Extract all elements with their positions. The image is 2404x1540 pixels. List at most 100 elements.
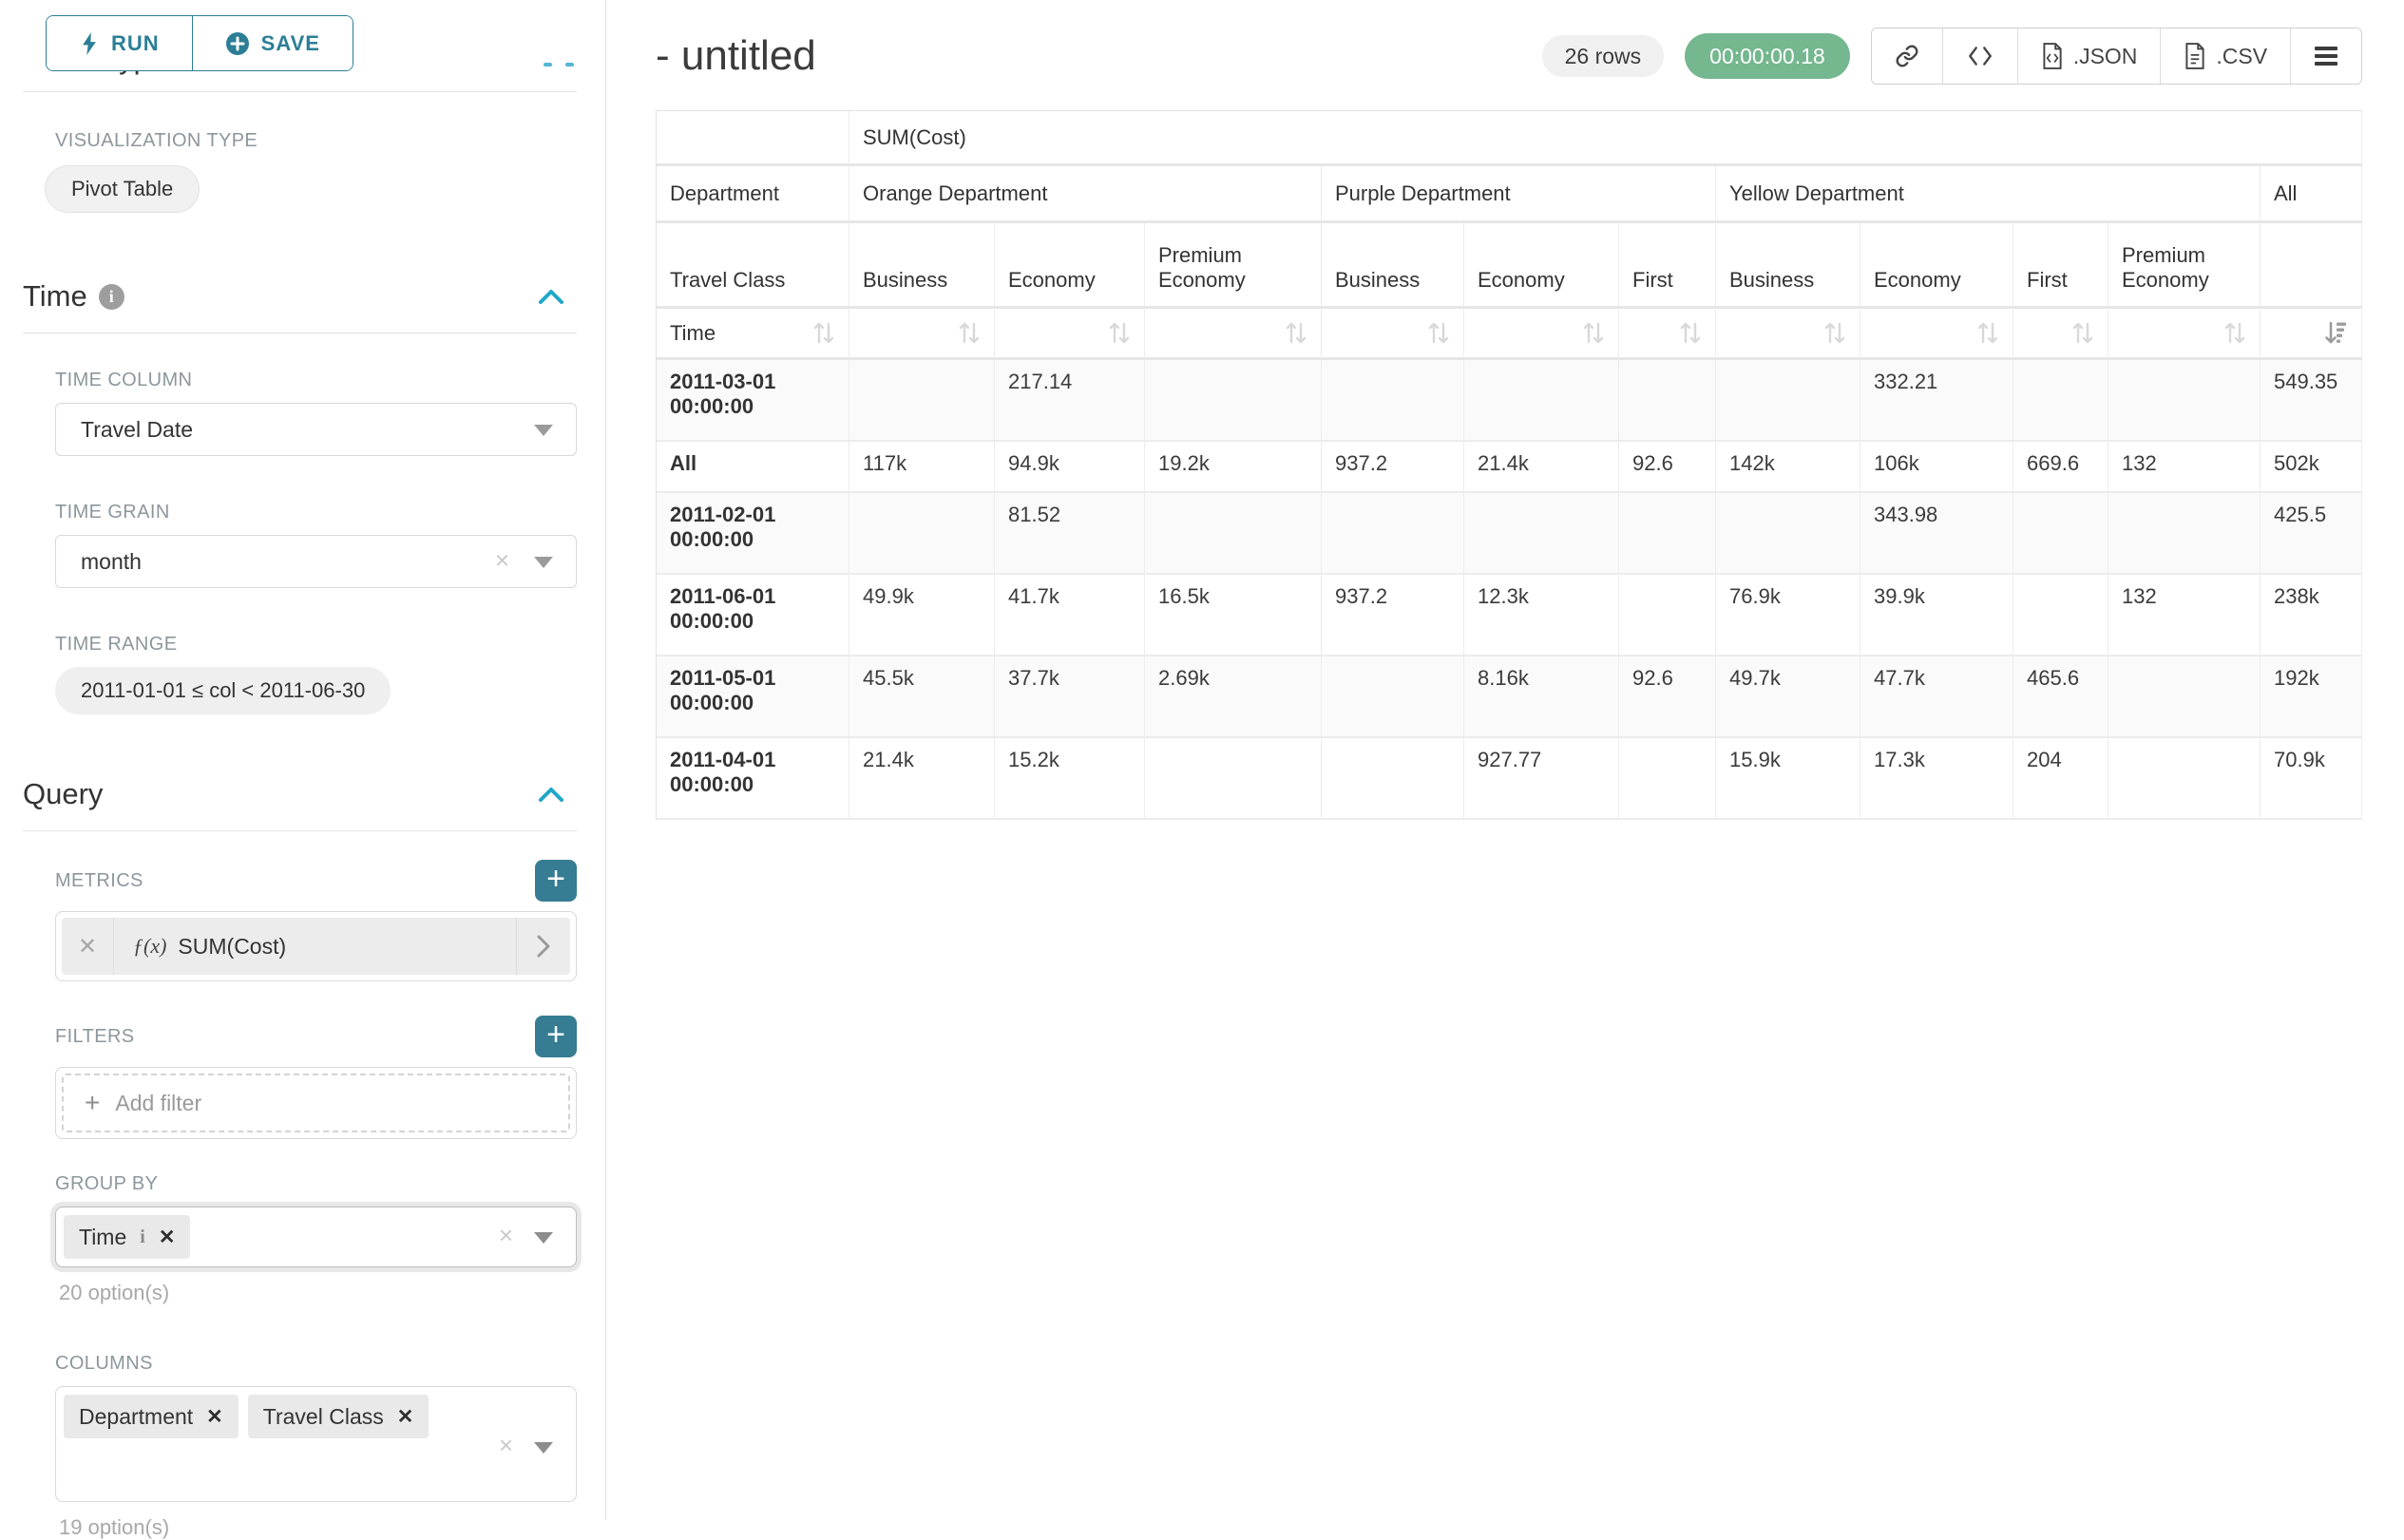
time-axis-label: Time [670, 321, 715, 346]
column-sort-header[interactable] [2108, 309, 2261, 360]
travel-class-header [2261, 223, 2362, 309]
remove-tag-icon[interactable]: ✕ [159, 1226, 176, 1249]
table-cell [849, 493, 995, 575]
action-buttons-bar: RUN SAVE [0, 0, 605, 69]
columns-hint: 19 option(s) [59, 1515, 605, 1540]
export-toolbar: .JSON .CSV [1871, 28, 2362, 85]
table-cell: 19.2k [1145, 442, 1322, 493]
table-cell [1619, 575, 1716, 656]
time-grain-select[interactable]: month × [55, 535, 577, 588]
column-sort-header[interactable] [2261, 309, 2362, 360]
table-cell [1716, 493, 1860, 575]
add-filter-button[interactable]: + Add filter [62, 1074, 570, 1132]
bolt-icon [79, 31, 100, 56]
column-sort-header[interactable] [1716, 309, 1860, 360]
column-sort-header[interactable] [1322, 309, 1464, 360]
run-button[interactable]: RUN [47, 16, 192, 70]
chevron-up-icon[interactable] [539, 289, 563, 304]
metric-item[interactable]: ✕ ƒ(x) SUM(Cost) [55, 911, 577, 981]
sort-icon [2071, 320, 2094, 346]
table-cell [2108, 493, 2261, 575]
panel-resize-dots[interactable] [544, 63, 574, 67]
column-group-header: Orange Department [849, 166, 1322, 223]
explore-app: Chart Type RUN SAVE VIS [0, 0, 2404, 1520]
table-cell: 39.9k [1860, 575, 2013, 656]
save-button[interactable]: SAVE [192, 16, 353, 70]
table-cell: 132 [2108, 442, 2261, 493]
metric-name: SUM(Cost) [178, 934, 286, 960]
table-cell [2108, 656, 2261, 738]
chevron-down-icon [534, 557, 553, 568]
export-json-button[interactable]: .JSON [2017, 29, 2161, 84]
row-label: 2011-03-01 00:00:00 [657, 360, 849, 442]
selected-option-tag[interactable]: Department✕ [64, 1395, 238, 1438]
group-by-select[interactable]: Timei✕ × [55, 1207, 577, 1267]
viz-type-pill[interactable]: Pivot Table [45, 165, 200, 213]
plus-icon: + [85, 1088, 100, 1118]
time-sort-header[interactable]: Time [657, 309, 849, 360]
tag-label: Travel Class [263, 1404, 384, 1430]
column-sort-header[interactable] [849, 309, 995, 360]
remove-metric-icon[interactable]: ✕ [62, 918, 114, 975]
row-label: All [657, 442, 849, 493]
table-cell: 21.4k [849, 738, 995, 820]
table-cell: 70.9k [2261, 738, 2362, 820]
column-sort-header[interactable] [1860, 309, 2013, 360]
chevron-up-icon[interactable] [539, 787, 563, 802]
travel-class-header: First [2013, 223, 2108, 309]
remove-tag-icon[interactable]: ✕ [206, 1405, 223, 1429]
selected-option-tag[interactable]: Travel Class ✕ [248, 1395, 429, 1438]
export-csv-button[interactable]: .CSV [2160, 29, 2290, 84]
column-sort-header[interactable] [1145, 309, 1322, 360]
table-cell [1322, 738, 1464, 820]
table-cell: 2.69k [1145, 656, 1322, 738]
filters-label: FILTERS [55, 1026, 135, 1048]
travel-class-header: Business [849, 223, 995, 309]
row-count-badge: 26 rows [1542, 35, 1665, 77]
column-group-header: Purple Department [1322, 166, 1716, 223]
copy-link-button[interactable] [1872, 29, 1942, 84]
table-cell: 204 [2013, 738, 2108, 820]
clear-icon[interactable]: × [499, 1431, 513, 1460]
table-cell: 81.52 [995, 493, 1145, 575]
time-range-pill[interactable]: 2011-01-01 ≤ col < 2011-06-30 [55, 667, 391, 714]
chevron-right-icon[interactable] [516, 918, 570, 975]
table-cell: 17.3k [1860, 738, 2013, 820]
chevron-down-icon [534, 425, 553, 436]
table-cell [1619, 493, 1716, 575]
add-metric-button[interactable]: + [535, 860, 577, 902]
columns-select[interactable]: Department✕ Travel Class ✕ × [55, 1386, 577, 1502]
time-column-value: Travel Date [81, 417, 193, 443]
table-cell: 15.9k [1716, 738, 1860, 820]
table-cell: 76.9k [1716, 575, 1860, 656]
remove-tag-icon[interactable]: ✕ [397, 1405, 414, 1429]
table-cell [2108, 738, 2261, 820]
menu-button[interactable] [2290, 29, 2361, 84]
column-group-header: Yellow Department [1716, 166, 2261, 223]
clear-icon[interactable]: × [495, 545, 509, 575]
time-section-header[interactable]: Time i [23, 279, 563, 314]
table-cell [1464, 493, 1619, 575]
time-column-select[interactable]: Travel Date [55, 403, 577, 456]
table-cell: 217.14 [995, 360, 1145, 442]
column-sort-header[interactable] [2013, 309, 2108, 360]
row-label: 2011-04-01 00:00:00 [657, 738, 849, 820]
column-sort-header[interactable] [995, 309, 1145, 360]
metrics-label: METRICS [55, 870, 143, 892]
table-cell [1322, 360, 1464, 442]
table-cell [1716, 360, 1860, 442]
column-sort-header[interactable] [1619, 309, 1716, 360]
selected-option-tag[interactable]: Timei✕ [64, 1215, 190, 1259]
query-section-header[interactable]: Query [23, 777, 563, 811]
pivot-table-container: SUM(Cost)DepartmentOrange DepartmentPurp… [656, 110, 2362, 820]
table-cell: 37.7k [995, 656, 1145, 738]
clear-icon[interactable]: × [499, 1221, 513, 1250]
table-cell: 332.21 [1860, 360, 2013, 442]
view-query-button[interactable] [1942, 29, 2017, 84]
chart-title[interactable]: - untitled [656, 32, 816, 80]
add-filter-plus-button[interactable]: + [535, 1016, 577, 1057]
row-label: 2011-02-01 00:00:00 [657, 493, 849, 575]
table-cell: 502k [2261, 442, 2362, 493]
group-by-hint: 20 option(s) [59, 1281, 605, 1305]
column-sort-header[interactable] [1464, 309, 1619, 360]
